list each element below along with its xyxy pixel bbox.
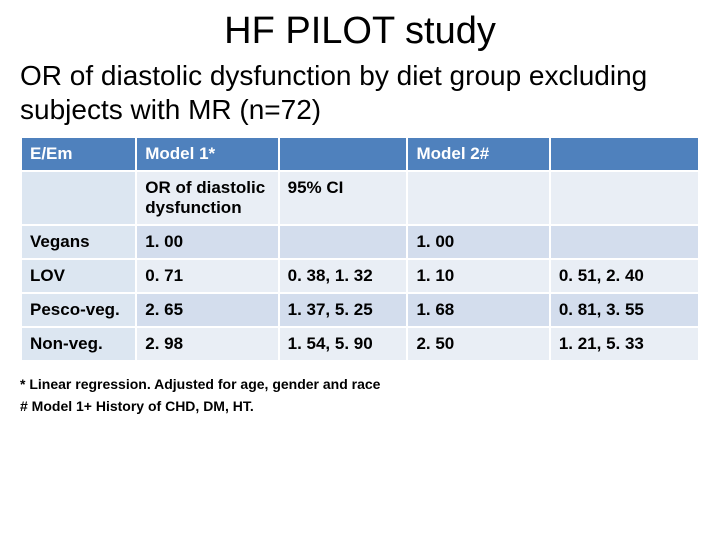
cell: [550, 225, 699, 259]
cell: 1. 10: [407, 259, 549, 293]
cell: 2. 98: [136, 327, 278, 361]
cell: [550, 171, 699, 225]
table-row: LOV 0. 71 0. 38, 1. 32 1. 10 0. 51, 2. 4…: [21, 259, 699, 293]
table-row: Non-veg. 2. 98 1. 54, 5. 90 2. 50 1. 21,…: [21, 327, 699, 361]
cell: 95% CI: [279, 171, 408, 225]
cell: [407, 171, 549, 225]
table-row: Vegans 1. 00 1. 00: [21, 225, 699, 259]
cell: 1. 37, 5. 25: [279, 293, 408, 327]
cell: 1. 00: [136, 225, 278, 259]
cell: 2. 50: [407, 327, 549, 361]
cell: LOV: [21, 259, 136, 293]
header-cell: [550, 137, 699, 171]
cell: 0. 51, 2. 40: [550, 259, 699, 293]
header-cell: Model 1*: [136, 137, 278, 171]
cell: [279, 225, 408, 259]
cell: 1. 68: [407, 293, 549, 327]
cell: 1. 00: [407, 225, 549, 259]
cell: 2. 65: [136, 293, 278, 327]
cell: 0. 38, 1. 32: [279, 259, 408, 293]
cell: 0. 71: [136, 259, 278, 293]
cell: Pesco-veg.: [21, 293, 136, 327]
table-subheader-row: OR of diastolic dysfunction 95% CI: [21, 171, 699, 225]
cell: 0. 81, 3. 55: [550, 293, 699, 327]
cell: [21, 171, 136, 225]
cell: 1. 54, 5. 90: [279, 327, 408, 361]
cell: Vegans: [21, 225, 136, 259]
footnote-2: # Model 1+ History of CHD, DM, HT.: [20, 398, 700, 414]
header-cell: Model 2#: [407, 137, 549, 171]
table-row: Pesco-veg. 2. 65 1. 37, 5. 25 1. 68 0. 8…: [21, 293, 699, 327]
table-header-row: E/Em Model 1* Model 2#: [21, 137, 699, 171]
cell: OR of diastolic dysfunction: [136, 171, 278, 225]
page-title: HF PILOT study: [20, 10, 700, 53]
page-subtitle: OR of diastolic dysfunction by diet grou…: [20, 59, 700, 126]
cell: Non-veg.: [21, 327, 136, 361]
odds-ratio-table: E/Em Model 1* Model 2# OR of diastolic d…: [20, 136, 700, 362]
header-cell: E/Em: [21, 137, 136, 171]
footnote-1: * Linear regression. Adjusted for age, g…: [20, 376, 700, 392]
header-cell: [279, 137, 408, 171]
cell: 1. 21, 5. 33: [550, 327, 699, 361]
